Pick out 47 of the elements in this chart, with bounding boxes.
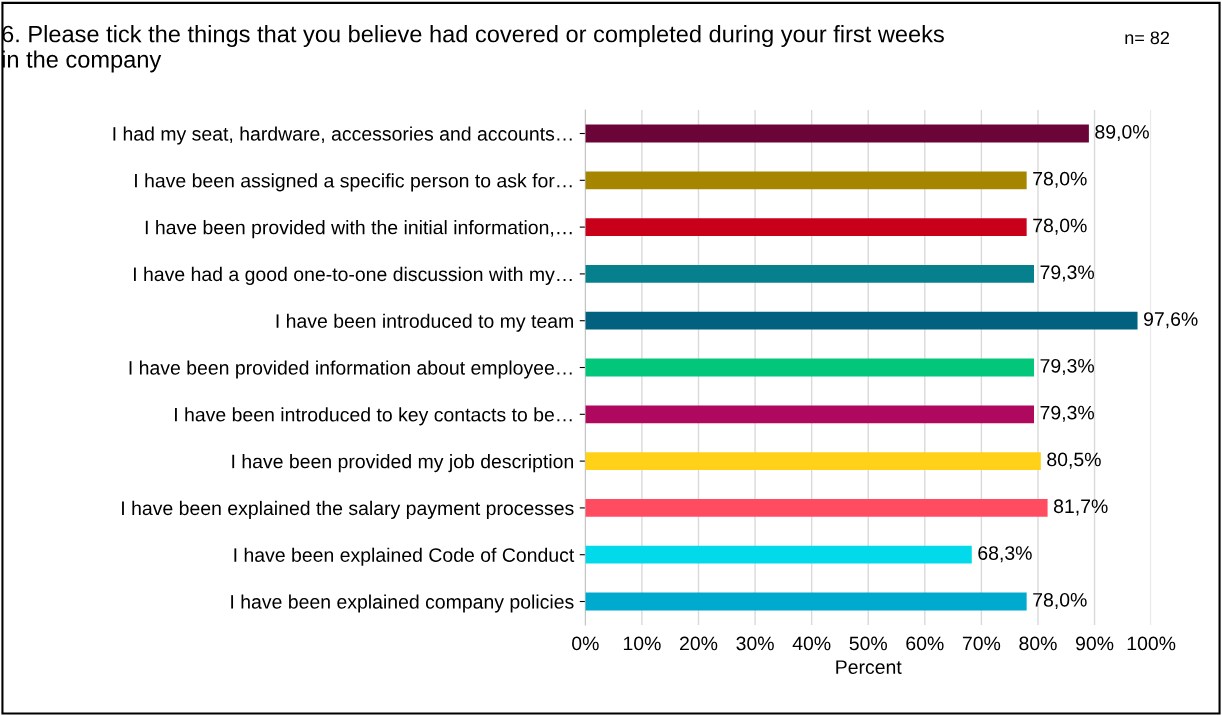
- data-label: 68,3%: [978, 546, 1032, 563]
- data-label: 89,0%: [1095, 124, 1149, 142]
- x-tick-label: 30%: [736, 636, 774, 651]
- text: n= 82: [1125, 31, 1170, 45]
- data-label: 78,0%: [1033, 171, 1087, 188]
- data-label: 79,3%: [1040, 265, 1094, 282]
- data-label: 78,0%: [1033, 218, 1087, 235]
- bar: [585, 311, 1138, 330]
- data-label: 81,7%: [1053, 499, 1108, 516]
- bar: [585, 171, 1027, 190]
- x-tick-label: 80%: [1019, 636, 1057, 651]
- bar: [585, 218, 1027, 236]
- bar: [585, 358, 1035, 377]
- bar: [585, 452, 1041, 470]
- y-tick-label: I have been provided my job description: [232, 454, 573, 473]
- x-tick-label: 90%: [1076, 636, 1114, 651]
- y-tick-label: I have been provided with the initial information,…: [145, 220, 572, 239]
- y-tick-label: I have been explained the salary payment processes: [122, 500, 574, 519]
- data-label: 97,6%: [1144, 312, 1198, 329]
- x-tick-label: 40%: [792, 636, 831, 651]
- y-tick-label: I have been introduced to my team: [276, 313, 573, 332]
- data-label: 79,3%: [1040, 405, 1094, 422]
- x-tick-label: 20%: [680, 636, 718, 651]
- bar: [585, 499, 1048, 517]
- y-tick-label: I had my seat, hardware, accessories and accounts…: [113, 126, 572, 145]
- x-tick-label: 0%: [572, 636, 599, 651]
- y-tick-label: I have had a good one-to-one discussion with my…: [133, 266, 572, 285]
- y-tick-label: I have been assigned a specific person to ask for…: [135, 173, 572, 192]
- bar: [585, 545, 972, 564]
- bar: [585, 405, 1035, 424]
- x-tick-label: 60%: [906, 636, 944, 651]
- x-tick-label: 100%: [1127, 636, 1176, 651]
- data-label: 78,0%: [1033, 592, 1087, 610]
- y-tick-label: I have been introduced to key contacts to be…: [175, 407, 572, 426]
- y-tick-label: I have been provided information about employee…: [129, 360, 572, 379]
- chart-title: 6. Please tick the things that you believe had covered or completed during your first weeks in the company: [2, 25, 944, 73]
- x-tick-label: 50%: [849, 636, 887, 651]
- data-label: 79,3%: [1040, 358, 1094, 376]
- x-tick-label: 10%: [623, 636, 661, 651]
- y-tick-label: I have been explained Code of Conduct: [234, 547, 575, 566]
- bar: [585, 124, 1089, 143]
- data-label: 80,5%: [1047, 452, 1101, 469]
- x-tick-label: 70%: [962, 636, 1001, 651]
- y-tick-label: I have been explained company policies: [231, 594, 574, 613]
- bar: [585, 265, 1035, 283]
- x-axis-title: Percent: [836, 660, 902, 674]
- bar: [585, 592, 1027, 611]
